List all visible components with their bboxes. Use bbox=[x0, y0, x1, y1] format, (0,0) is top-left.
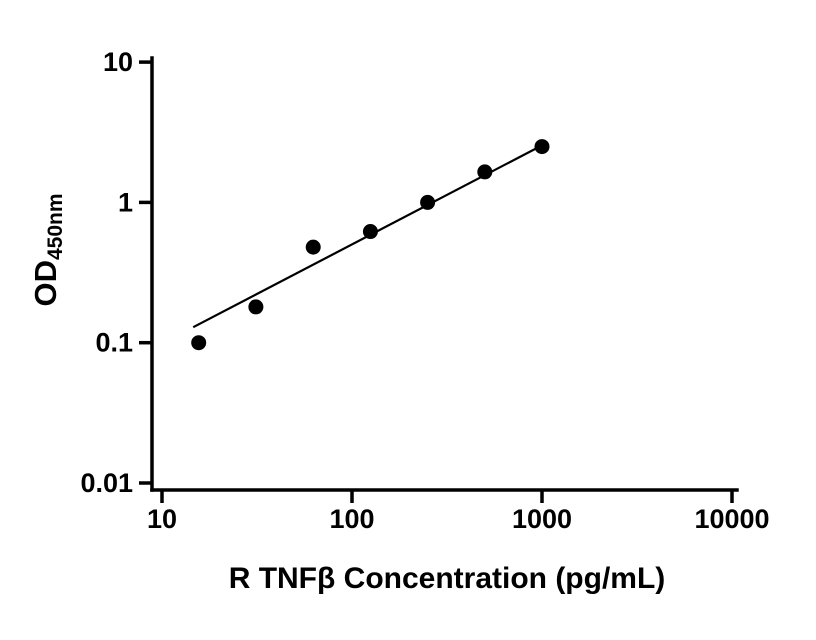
x-tick-label: 1000 bbox=[512, 504, 572, 534]
y-axis-title: OD450nm bbox=[28, 193, 67, 306]
y-axis-title-subscript: 450nm bbox=[44, 193, 67, 260]
data-point bbox=[534, 139, 550, 155]
x-tick-label: 10 bbox=[147, 504, 177, 534]
data-point bbox=[420, 194, 436, 210]
data-point bbox=[248, 299, 264, 315]
x-axis-title: R TNFβ Concentration (pg/mL) bbox=[229, 562, 666, 595]
y-tick-label: 0.1 bbox=[95, 328, 133, 358]
x-tick-label: 10000 bbox=[694, 504, 769, 534]
data-point bbox=[477, 164, 493, 180]
y-tick-label: 10 bbox=[103, 47, 133, 77]
data-point bbox=[362, 224, 378, 240]
data-point bbox=[191, 335, 207, 351]
chart-generated-layer: 10 100 1000 10000 0.01 0.1 1 10 bbox=[80, 47, 769, 534]
y-axis-title-main: OD bbox=[28, 260, 63, 307]
x-tick-label: 100 bbox=[329, 504, 374, 534]
y-tick-label: 0.01 bbox=[80, 468, 133, 498]
y-tick-label: 1 bbox=[118, 187, 133, 217]
data-point bbox=[305, 239, 321, 255]
